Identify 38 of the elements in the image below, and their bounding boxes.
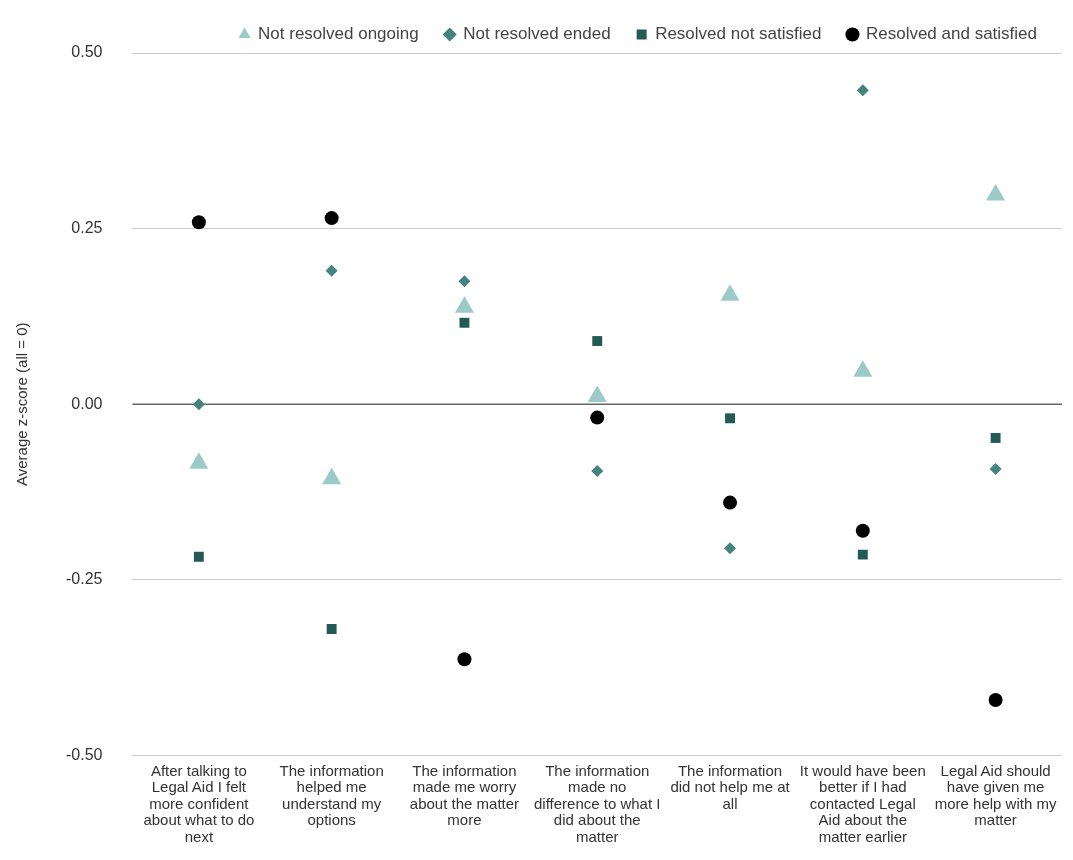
legend-label: Not resolved ended (463, 24, 611, 44)
x-tick-label: Legal Aid should have given me more help with my matter (934, 761, 1057, 829)
point (723, 495, 738, 510)
point (590, 410, 605, 425)
x-tick-label: The information did not help me at all (670, 761, 791, 812)
point (856, 84, 869, 97)
point (989, 462, 1002, 475)
y-tick-label: -0.25 (66, 570, 103, 588)
point (990, 433, 1001, 443)
point (458, 275, 471, 288)
y-tick-label: 0.50 (71, 43, 103, 61)
x-tick-label: The information made no difference to what I did about the matter (534, 761, 661, 845)
point (724, 542, 737, 555)
point (326, 624, 337, 634)
x-tick-label: It would have been better if I had contacted Legal Aid about the matter earlier (799, 761, 926, 845)
x-tick-label: The information helped me understand my options (279, 761, 384, 829)
point (324, 211, 339, 226)
legend-label: Not resolved ongoing (258, 24, 419, 44)
point (988, 693, 1003, 707)
point (855, 523, 870, 538)
y-axis-title: Average z-score (all = 0) (13, 322, 31, 487)
y-tick-label: -0.50 (66, 745, 103, 763)
point (192, 398, 205, 411)
point (591, 464, 604, 477)
point (725, 413, 735, 424)
x-tick-label: The information made me worry about the matter more (409, 761, 520, 829)
point (857, 549, 868, 560)
point (191, 215, 206, 230)
point (193, 551, 204, 562)
legend-label: Resolved not satisfied (655, 24, 822, 44)
x-tick-label: After talking to Legal Aid I felt more confident about what to do next (143, 761, 255, 845)
point (325, 264, 338, 277)
legend-label: Resolved and satisfied (865, 24, 1037, 44)
point (459, 317, 470, 328)
point (592, 336, 603, 346)
point (457, 652, 472, 667)
y-tick-label: 0.25 (71, 219, 103, 237)
y-tick-label: 0.00 (71, 394, 103, 412)
